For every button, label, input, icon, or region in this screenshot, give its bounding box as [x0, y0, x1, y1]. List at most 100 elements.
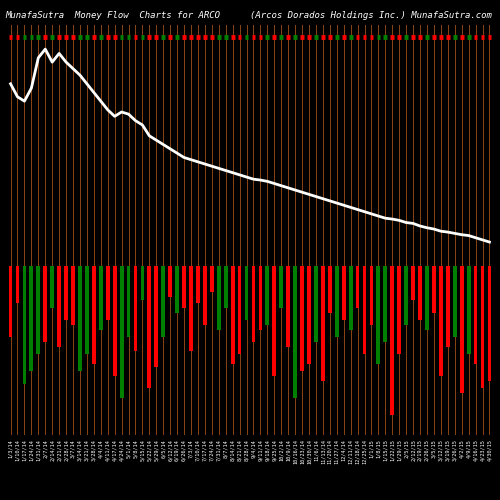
Text: 5/8/14: 5/8/14	[133, 439, 138, 458]
Text: (Arcos Dorados Holdings Inc.) MunafaSutra.com: (Arcos Dorados Holdings Inc.) MunafaSutr…	[250, 12, 492, 20]
Text: 6/26/14: 6/26/14	[182, 439, 186, 461]
Text: 4/30/15: 4/30/15	[487, 439, 492, 461]
Bar	[44, 266, 47, 342]
Text: 4/23/15: 4/23/15	[480, 439, 485, 461]
Bar	[418, 266, 422, 320]
Bar	[71, 266, 75, 326]
Text: 1/31/14: 1/31/14	[36, 439, 41, 461]
Text: 9/4/14: 9/4/14	[251, 439, 256, 458]
Bar	[238, 266, 242, 354]
Text: 10/23/14: 10/23/14	[300, 439, 304, 464]
Bar	[280, 266, 283, 308]
Bar	[148, 266, 152, 388]
Bar	[203, 266, 207, 326]
Bar	[342, 266, 345, 320]
Bar	[439, 266, 443, 376]
Text: 2/7/14: 2/7/14	[43, 439, 48, 458]
Bar	[453, 266, 456, 337]
Bar	[362, 266, 366, 354]
Text: 9/11/14: 9/11/14	[258, 439, 263, 461]
Text: 12/25/14: 12/25/14	[362, 439, 367, 464]
Text: 10/16/14: 10/16/14	[292, 439, 298, 464]
Text: 10/30/14: 10/30/14	[306, 439, 312, 464]
Text: 7/17/14: 7/17/14	[202, 439, 207, 461]
Text: MunafaSutra  Money Flow  Charts for ARCO: MunafaSutra Money Flow Charts for ARCO	[5, 12, 220, 20]
Text: 7/24/14: 7/24/14	[210, 439, 214, 461]
Text: 6/12/14: 6/12/14	[168, 439, 172, 461]
Text: 3/12/15: 3/12/15	[438, 439, 444, 461]
Text: 1/24/14: 1/24/14	[29, 439, 34, 461]
Bar	[92, 266, 96, 364]
Text: 9/25/14: 9/25/14	[272, 439, 277, 461]
Text: 5/22/14: 5/22/14	[147, 439, 152, 461]
Bar	[293, 266, 297, 398]
Text: 10/9/14: 10/9/14	[286, 439, 290, 461]
Bar	[154, 266, 158, 368]
Text: 12/4/14: 12/4/14	[341, 439, 346, 461]
Text: 4/16/15: 4/16/15	[473, 439, 478, 461]
Text: 2/5/15: 2/5/15	[404, 439, 408, 458]
Bar	[113, 266, 116, 376]
Text: 1/10/14: 1/10/14	[15, 439, 20, 461]
Bar	[162, 266, 165, 337]
Bar	[432, 266, 436, 314]
Text: 1/15/15: 1/15/15	[383, 439, 388, 461]
Text: 1/8/15: 1/8/15	[376, 439, 381, 458]
Text: 12/11/14: 12/11/14	[348, 439, 353, 464]
Bar	[384, 266, 387, 342]
Bar	[8, 266, 12, 337]
Bar	[314, 266, 318, 342]
Bar	[64, 266, 68, 320]
Text: 3/19/15: 3/19/15	[446, 439, 450, 461]
Bar	[57, 266, 61, 347]
Bar	[348, 266, 352, 330]
Bar	[85, 266, 89, 354]
Text: 1/3/14: 1/3/14	[8, 439, 13, 458]
Bar	[16, 266, 20, 304]
Text: 2/21/14: 2/21/14	[56, 439, 62, 461]
Text: 8/21/14: 8/21/14	[237, 439, 242, 461]
Text: 5/1/14: 5/1/14	[126, 439, 131, 458]
Text: 2/12/15: 2/12/15	[410, 439, 416, 461]
Text: 7/10/14: 7/10/14	[196, 439, 200, 461]
Text: 1/22/15: 1/22/15	[390, 439, 395, 461]
Text: 2/28/14: 2/28/14	[64, 439, 68, 461]
Text: 3/21/14: 3/21/14	[84, 439, 89, 461]
Bar	[252, 266, 256, 342]
Text: 11/27/14: 11/27/14	[334, 439, 340, 464]
Bar	[217, 266, 220, 330]
Bar	[50, 266, 54, 308]
Bar	[411, 266, 415, 300]
Text: 2/14/14: 2/14/14	[50, 439, 54, 461]
Text: 3/5/15: 3/5/15	[432, 439, 436, 458]
Bar	[230, 266, 234, 364]
Bar	[321, 266, 325, 381]
Bar	[300, 266, 304, 371]
Text: 2/19/15: 2/19/15	[418, 439, 422, 461]
Text: 1/1/15: 1/1/15	[369, 439, 374, 458]
Text: 6/5/14: 6/5/14	[160, 439, 166, 458]
Bar	[460, 266, 464, 393]
Bar	[370, 266, 374, 326]
Bar	[474, 266, 478, 364]
Text: 12/18/14: 12/18/14	[355, 439, 360, 464]
Bar	[335, 266, 338, 337]
Bar	[22, 266, 26, 384]
Bar	[120, 266, 124, 398]
Bar	[244, 266, 248, 320]
Text: 4/11/14: 4/11/14	[105, 439, 110, 461]
Text: 4/9/15: 4/9/15	[466, 439, 471, 458]
Text: 3/14/14: 3/14/14	[78, 439, 82, 461]
Text: 8/28/14: 8/28/14	[244, 439, 249, 461]
Bar	[425, 266, 429, 330]
Bar	[446, 266, 450, 347]
Bar	[78, 266, 82, 371]
Bar	[175, 266, 179, 314]
Text: 7/3/14: 7/3/14	[188, 439, 194, 458]
Text: 4/24/14: 4/24/14	[119, 439, 124, 461]
Bar	[189, 266, 193, 350]
Text: 7/31/14: 7/31/14	[216, 439, 222, 461]
Text: 4/17/14: 4/17/14	[112, 439, 117, 461]
Bar	[106, 266, 110, 320]
Text: 3/28/14: 3/28/14	[92, 439, 96, 461]
